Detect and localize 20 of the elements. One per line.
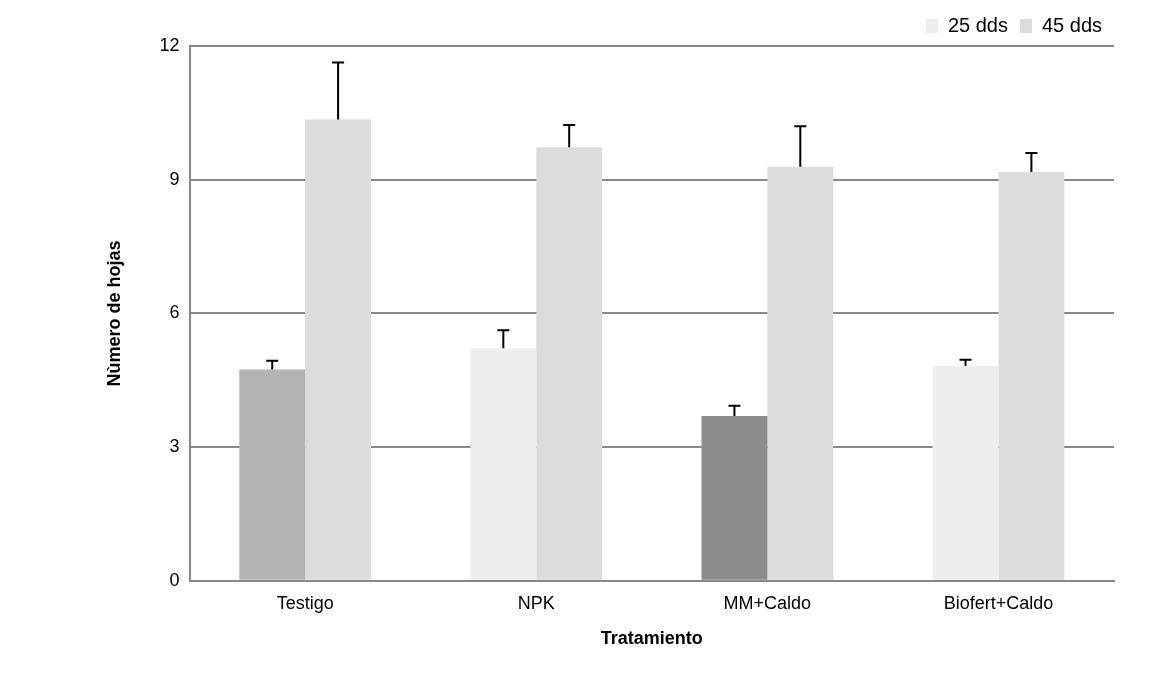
- y-tick-label: 0: [169, 569, 180, 590]
- x-tick-label: Testigo: [276, 592, 334, 613]
- x-tick-label: MM+Caldo: [723, 592, 812, 613]
- y-tick-label: 6: [169, 302, 180, 323]
- x-tick-label: NPK: [517, 592, 555, 613]
- bar: [998, 172, 1065, 580]
- x-axis-title: Tratamiento: [600, 628, 703, 649]
- y-tick-label: 9: [169, 168, 180, 189]
- x-tick-label: Biofert+Caldo: [943, 592, 1054, 613]
- bar: [239, 369, 306, 580]
- y-tick-label: 12: [159, 34, 180, 55]
- legend-label: 45 dds: [1041, 13, 1103, 36]
- bar: [767, 166, 834, 580]
- y-axis-title: Nùmero de hojas: [103, 240, 124, 387]
- bar: [536, 147, 603, 580]
- bar: [470, 348, 537, 580]
- bar: [932, 365, 999, 580]
- bar: [305, 119, 372, 580]
- y-tick-label: 3: [169, 436, 180, 457]
- legend-label: 25 dds: [947, 13, 1008, 36]
